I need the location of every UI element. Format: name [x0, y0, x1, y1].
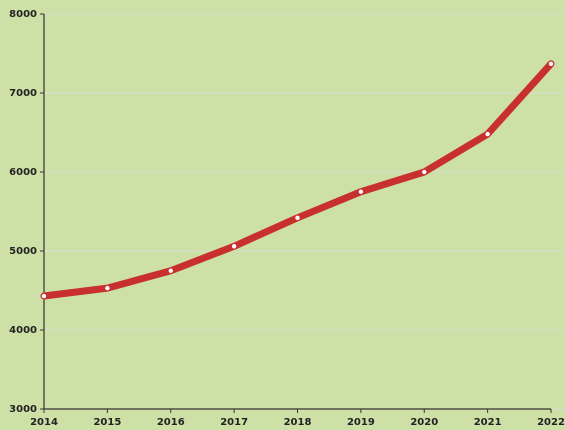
x-tick-label: 2018	[284, 417, 312, 428]
y-tick-label: 4000	[9, 325, 37, 336]
y-tick-label: 6000	[9, 167, 37, 178]
point	[231, 244, 237, 249]
x-tick-label: 2022	[537, 417, 565, 428]
x-tick-label: 2016	[157, 417, 185, 428]
point	[358, 189, 364, 194]
x-tick-label: 2020	[410, 417, 438, 428]
x-tick-label: 2015	[93, 417, 121, 428]
point	[105, 285, 110, 291]
x-tick-label: 2021	[474, 417, 502, 428]
y-tick-label: 3000	[9, 404, 37, 415]
x-tick-label: 2017	[220, 417, 248, 428]
y-tick-label: 8000	[9, 9, 37, 20]
point	[295, 215, 300, 221]
x-tick-label: 2014	[30, 417, 58, 428]
x-tick-label: 2019	[347, 417, 375, 428]
point	[422, 169, 427, 175]
y-tick-label: 7000	[9, 88, 37, 99]
point	[41, 293, 47, 299]
y-tick-label: 5000	[9, 246, 37, 257]
point	[548, 61, 554, 66]
point	[168, 268, 173, 273]
point	[485, 131, 490, 137]
